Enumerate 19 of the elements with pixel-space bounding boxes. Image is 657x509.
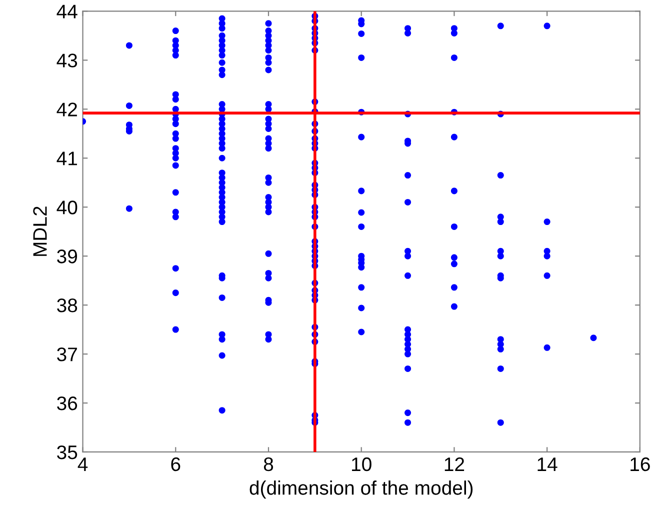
y-tick-label: 38 [57,298,78,312]
x-tick-label: 6 [171,457,180,472]
y-tick-label: 43 [56,54,78,68]
x-tick-label: 12 [444,457,464,471]
y-tick-label: 35 [57,445,78,460]
x-tick-label: 14 [538,458,558,471]
y-tick-label: 42 [56,102,77,116]
x-tick-label: 8 [264,457,274,472]
y-tick-label: 44 [56,4,78,18]
x-axis-title: d(dimension of the model) [250,480,473,499]
x-tick-label: 10 [352,457,372,472]
y-tick-label: 41 [56,152,77,166]
y-tick-label: 37 [57,348,77,362]
x-tick-label: 4 [78,458,88,471]
y-tick-label: 39 [57,250,77,264]
x-tick-label: 16 [630,457,650,472]
y-tick-label: 36 [57,396,78,410]
y-axis-title: MDL2 [33,206,47,256]
y-tick-label: 40 [56,200,78,214]
